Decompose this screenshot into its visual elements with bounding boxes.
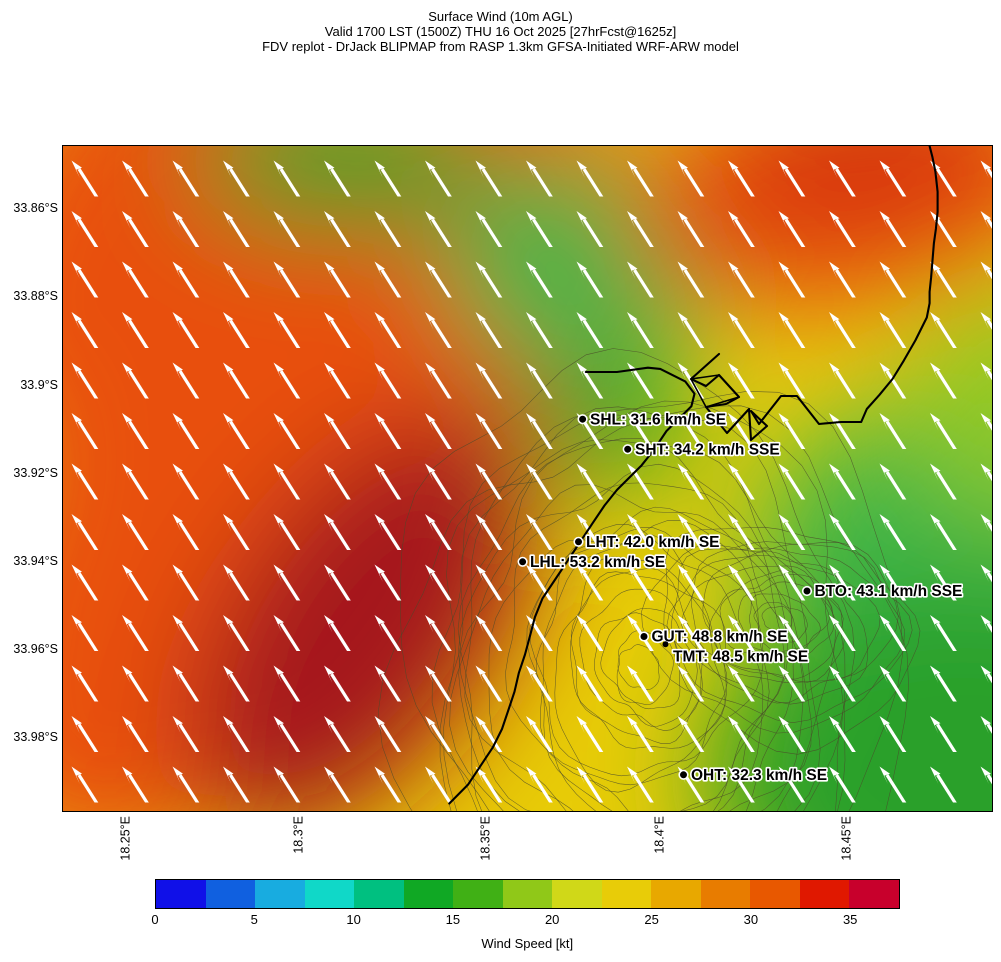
svg-text:SHT: 34.2 km/h SSE: SHT: 34.2 km/h SSE (635, 442, 780, 459)
svg-text:OHT: 32.3 km/h SE: OHT: 32.3 km/h SE (691, 767, 827, 784)
svg-text:SHL: 31.6 km/h SE: SHL: 31.6 km/h SE (590, 412, 726, 429)
svg-text:GUT: 48.8 km/h SE: GUT: 48.8 km/h SE (652, 629, 788, 646)
svg-text:LHL: 53.2 km/h SE: LHL: 53.2 km/h SE (530, 554, 665, 571)
svg-text:TMT: 48.5 km/h SE: TMT: 48.5 km/h SE (673, 649, 808, 666)
svg-text:BTO: 43.1 km/h SSE: BTO: 43.1 km/h SSE (815, 583, 963, 600)
svg-text:LHT: 42.0 km/h SE: LHT: 42.0 km/h SE (586, 534, 720, 551)
